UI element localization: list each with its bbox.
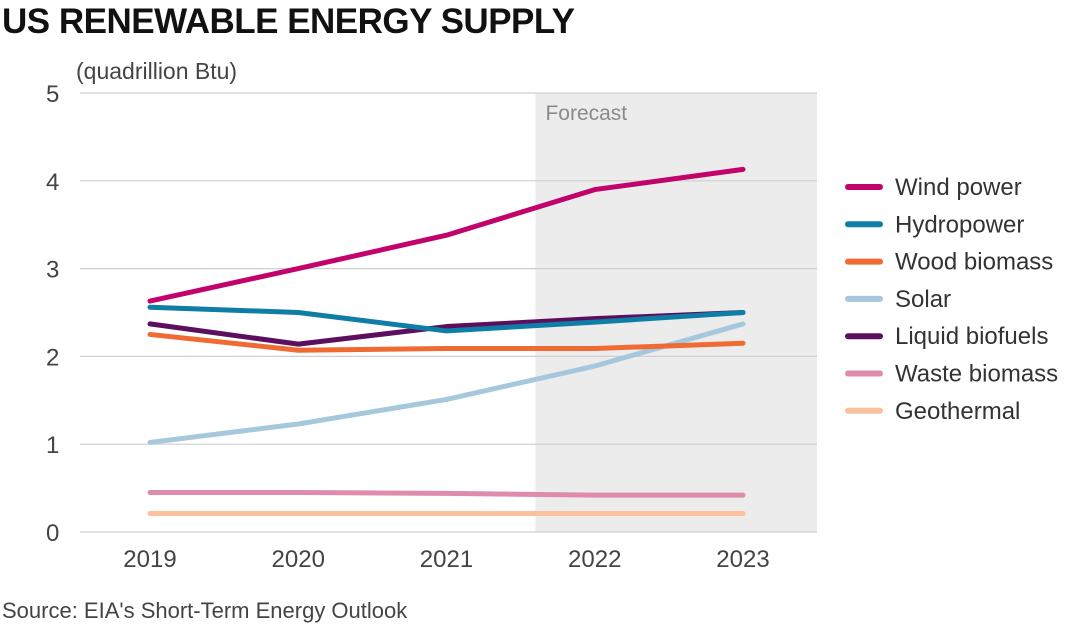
source-note: Source: EIA's Short-Term Energy Outlook — [2, 598, 408, 623]
series-line-waste-biomass — [147, 489, 746, 498]
legend-label-wind-power: Wind power — [895, 174, 1022, 201]
x-tick-label: 2022 — [568, 546, 621, 573]
legend-label-hydropower: Hydropower — [895, 211, 1024, 238]
y-axis-unit-label: (quadrillion Btu) — [76, 58, 238, 84]
series-line-solar — [147, 321, 746, 445]
series-line-wood-biomass — [147, 331, 746, 353]
y-axis-ticks: 0 1 2 3 4 5 — [46, 81, 59, 547]
y-tick-label: 1 — [46, 432, 59, 459]
chart-background: Forecast — [535, 93, 817, 532]
x-tick-label: 2021 — [420, 546, 473, 573]
y-tick-label: 0 — [46, 520, 59, 547]
series-line-wind-power — [147, 166, 746, 304]
y-tick-label: 3 — [46, 257, 59, 284]
series-lines — [147, 166, 746, 517]
forecast-region — [535, 93, 817, 532]
y-tick-label: 5 — [46, 81, 59, 108]
legend: Wind power Hydropower Wood biomass Solar Liq… — [845, 174, 1058, 425]
x-tick-label: 2020 — [272, 546, 325, 573]
y-tick-label: 2 — [46, 344, 59, 371]
legend-label-geothermal: Geothermal — [895, 398, 1020, 425]
series-line-hydropower — [147, 304, 746, 334]
grid-lines — [80, 92, 817, 533]
y-tick-label: 4 — [46, 169, 59, 196]
forecast-label: Forecast — [545, 102, 627, 125]
x-tick-label: 2019 — [123, 546, 176, 573]
legend-label-waste-biomass: Waste biomass — [895, 361, 1058, 388]
legend-label-wood-biomass: Wood biomass — [895, 249, 1053, 276]
x-axis-ticks: 2019 2020 2021 2022 2023 — [123, 546, 769, 573]
chart-title: US RENEWABLE ENERGY SUPPLY — [2, 2, 575, 41]
legend-label-liquid-biofuels: Liquid biofuels — [895, 323, 1048, 350]
legend-label-solar: Solar — [895, 286, 951, 313]
x-tick-label: 2023 — [716, 546, 769, 573]
